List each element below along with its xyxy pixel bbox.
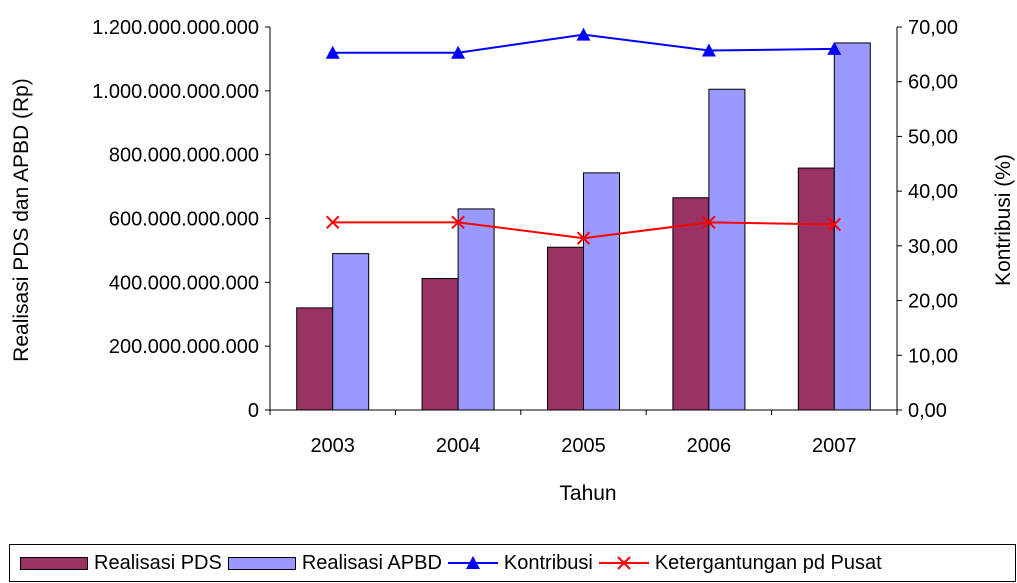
x-tick-label: 2006 [687,435,732,457]
y-axis-title: Realisasi PDS dan APBD (Rp) [10,78,33,362]
legend-item-ketergantungan: Ketergantungan pd Pusat [598,551,882,575]
y2-tick-label: 10,00 [908,345,958,367]
x-tick-label: 2007 [812,435,857,457]
legend-item-kontribusi: Kontribusi [447,551,593,575]
marker-ketergantungan-pd-pusat-2005 [576,231,591,245]
bar-realisasi-pds-2004 [421,278,459,411]
y2-tick-label: 70,00 [908,17,958,39]
axes-layer: 0 200.000.000.000 400.000.000.000 600.000.0… [92,17,958,457]
marker-stroke [576,231,591,245]
marker-stroke [451,215,465,230]
x-tick-label: 2004 [436,435,481,457]
bar-realisasi-pds-2006 [672,197,710,411]
legend-key-ketergantungan [598,556,649,570]
bar-realisasi-pds-2003 [296,307,334,411]
bar-layer [296,42,871,411]
y-tick-label: 400.000.000.000 [109,272,259,294]
y2-tick-label: 0,00 [908,400,947,422]
bar-realisasi-pds-2005 [547,246,584,411]
y2-tick-label: 40,00 [908,181,958,203]
legend-label-kontribusi: Kontribusi [503,551,593,574]
x-tick-label: 2003 [310,435,355,457]
legend-key-kontribusi [447,556,498,569]
y-tick-label: 200.000.000.000 [109,336,259,358]
marker-stroke [702,215,716,230]
bar-realisasi-apbd-2005 [583,172,620,411]
legend-label-realisasi-apbd: Realisasi APBD [301,551,442,574]
y2-tick-label: 30,00 [908,236,958,258]
marker-kontribusi-2005 [576,27,591,41]
marker-ketergantungan-pd-pusat-2003 [325,215,340,230]
line-layer [325,27,842,245]
chart-legend: Realisasi PDS Realisasi APBD Kontribusi … [9,544,1016,582]
y-tick-label: 800.000.000.000 [109,145,259,167]
y-tick-label: 0 [248,400,259,422]
bar-realisasi-apbd-2006 [708,88,746,411]
bar-realisasi-apbd-2003 [332,253,370,411]
marker-kontribusi-2007 [827,41,842,55]
marker-stroke [325,215,340,230]
y2-axis-title: Kontribusi (%) [992,154,1015,286]
bar-realisasi-apbd-2004 [457,208,495,411]
y2-tick-label: 50,00 [908,126,958,148]
y-tick-label: 1.200.000.000.000 [92,17,259,39]
legend-item-realisasi-apbd: Realisasi APBD [227,551,442,575]
y2-tick-label: 20,00 [908,291,958,313]
x-tick-label: 2005 [561,435,606,457]
legend-label-realisasi-pds: Realisasi PDS [94,551,222,574]
legend-swatch-realisasi-apbd [227,556,296,570]
legend-swatch-realisasi-pds [20,556,88,570]
marker-ketergantungan-pd-pusat-2006 [702,215,716,230]
bar-realisasi-apbd-2007 [833,42,871,411]
y2-tick-label: 60,00 [908,72,958,94]
x-axis-title: Tahun [559,482,616,505]
marker-kontribusi-2006 [701,43,716,57]
legend-item-realisasi-pds: Realisasi PDS [20,552,222,575]
marker-ketergantungan-pd-pusat-2007 [827,217,842,232]
legend-label-ketergantungan: Ketergantungan pd Pusat [654,551,882,574]
y-tick-label: 1.000.000.000.000 [92,81,259,103]
bar-realisasi-pds-2007 [797,167,835,411]
y-tick-label: 600.000.000.000 [109,209,259,231]
marker-stroke [827,217,842,232]
marker-kontribusi-2004 [451,45,466,59]
marker-ketergantungan-pd-pusat-2004 [451,215,465,230]
marker-kontribusi-2003 [325,45,340,59]
combo-chart: 0 200.000.000.000 400.000.000.000 600.000.0… [10,17,1015,505]
